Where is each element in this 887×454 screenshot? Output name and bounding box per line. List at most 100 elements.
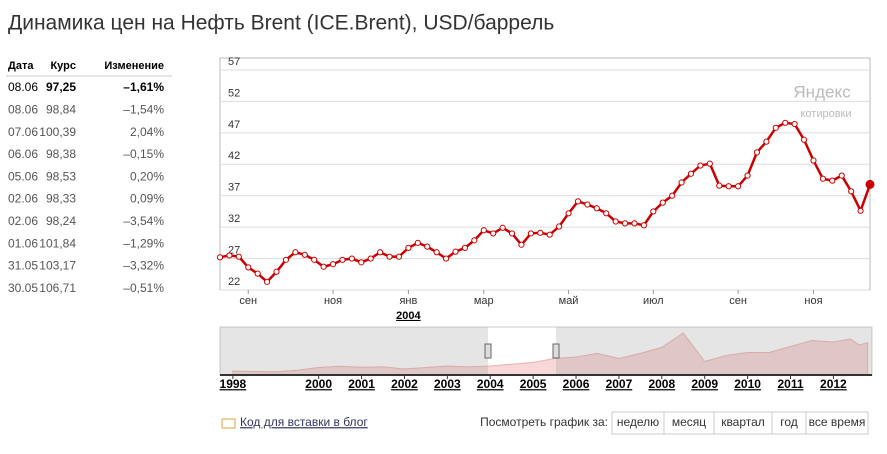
nav-year: 2000 [305,377,332,391]
nav-year: 1998 [220,377,247,391]
nav-year: 2012 [820,377,847,391]
point [329,261,337,268]
point [574,198,582,205]
period-button[interactable] [805,411,869,435]
table-cell: 01.06 [8,236,38,250]
point [245,264,252,271]
point [518,241,525,248]
table-cell: 97,25 [46,80,76,94]
point [282,256,290,263]
point [753,149,761,156]
period-button-label[interactable]: все время [809,415,866,429]
quote-table: Дата Курс Изменение 08.06 97,25 –1,61% 08.06 98… [6,60,172,295]
point [631,220,638,227]
title: Динамика цен на Нефть Brent (ICE.Brent),… [8,12,554,35]
point [621,220,629,227]
table-cell: 08.06 [8,80,38,94]
point [810,157,817,164]
embed-link[interactable]: Код для вставки в блог [240,415,368,429]
point [292,249,299,256]
nav-year: 2002 [391,377,418,391]
period-button-label[interactable]: неделю [617,415,659,429]
point [414,239,421,246]
point [527,230,534,237]
period-button-label[interactable]: месяц [672,415,706,429]
y-tick-label: 22 [228,276,240,288]
table-cell: 98,24 [46,214,76,228]
table-cell: 101,84 [39,236,76,250]
point [744,172,751,179]
table-cell: 02.06 [8,214,38,228]
point [556,223,563,230]
year-label: 2004 [396,310,421,322]
table-header: Изменение [104,60,164,72]
point [565,210,572,217]
nav-year: 2010 [734,377,761,391]
period-button-label[interactable]: квартал [721,415,765,429]
nav-handle[interactable] [484,343,492,359]
table-cell: –1,61% [123,80,164,94]
x-tick-label: мар [474,295,494,307]
point [461,244,469,251]
table-cell: 100,39 [39,125,76,139]
x-tick-label: ноя [804,295,822,307]
y-tick-label: 42 [228,150,240,162]
point [216,254,224,261]
point [348,255,355,262]
point [377,249,384,256]
nav-year: 2007 [606,377,633,391]
nav-handle[interactable] [552,343,560,359]
nav-shade [556,327,872,375]
table-cell: 30.05 [8,281,38,295]
navigator: 1998 2000 2001 2002 2003 2004 2005 2006 2007 2008… [219,326,873,391]
table-cell: 02.06 [8,192,38,206]
point [386,253,393,260]
point [800,136,808,143]
point [838,172,845,179]
point [452,248,459,255]
table-cell: 98,53 [46,169,76,183]
plot-frame [219,57,871,291]
point [865,179,875,189]
table-cell: 98,84 [46,102,76,116]
point [763,138,770,145]
point [508,230,516,237]
nav-year: 2004 [477,377,504,391]
x-tick-label: июл [643,295,664,307]
point [320,263,327,270]
nav-year: 2006 [563,377,590,391]
table-cell: 98,38 [46,147,76,161]
point [442,255,450,262]
table-cell: 08.06 [8,102,38,116]
table-header: Дата [8,60,34,72]
y-tick-label: 27 [228,244,240,256]
nav-year: 2001 [348,377,375,391]
point [301,251,308,258]
nav-year: 2005 [520,377,547,391]
point [395,253,403,260]
point [612,218,619,225]
blog-icon [221,418,236,429]
table-cell: –0,51% [123,281,164,295]
point [819,175,826,182]
table-cell: 05.06 [8,169,38,183]
table-cell: –1,54% [123,102,164,116]
point [254,270,261,277]
point [480,227,487,234]
point [226,252,233,259]
point [264,278,271,285]
point [640,222,648,229]
point [857,207,864,214]
x-tick-label: сен [239,295,257,307]
period-button-label[interactable]: год [780,415,798,429]
point [499,224,506,231]
point [650,208,657,215]
point [311,256,318,263]
point [593,205,600,212]
table-cell: 103,17 [39,259,76,273]
table-cell: –3,32% [123,259,164,273]
table-cell: –0,15% [123,147,164,161]
logo: Яндекс [793,82,851,101]
table-header: Курс [50,60,76,72]
